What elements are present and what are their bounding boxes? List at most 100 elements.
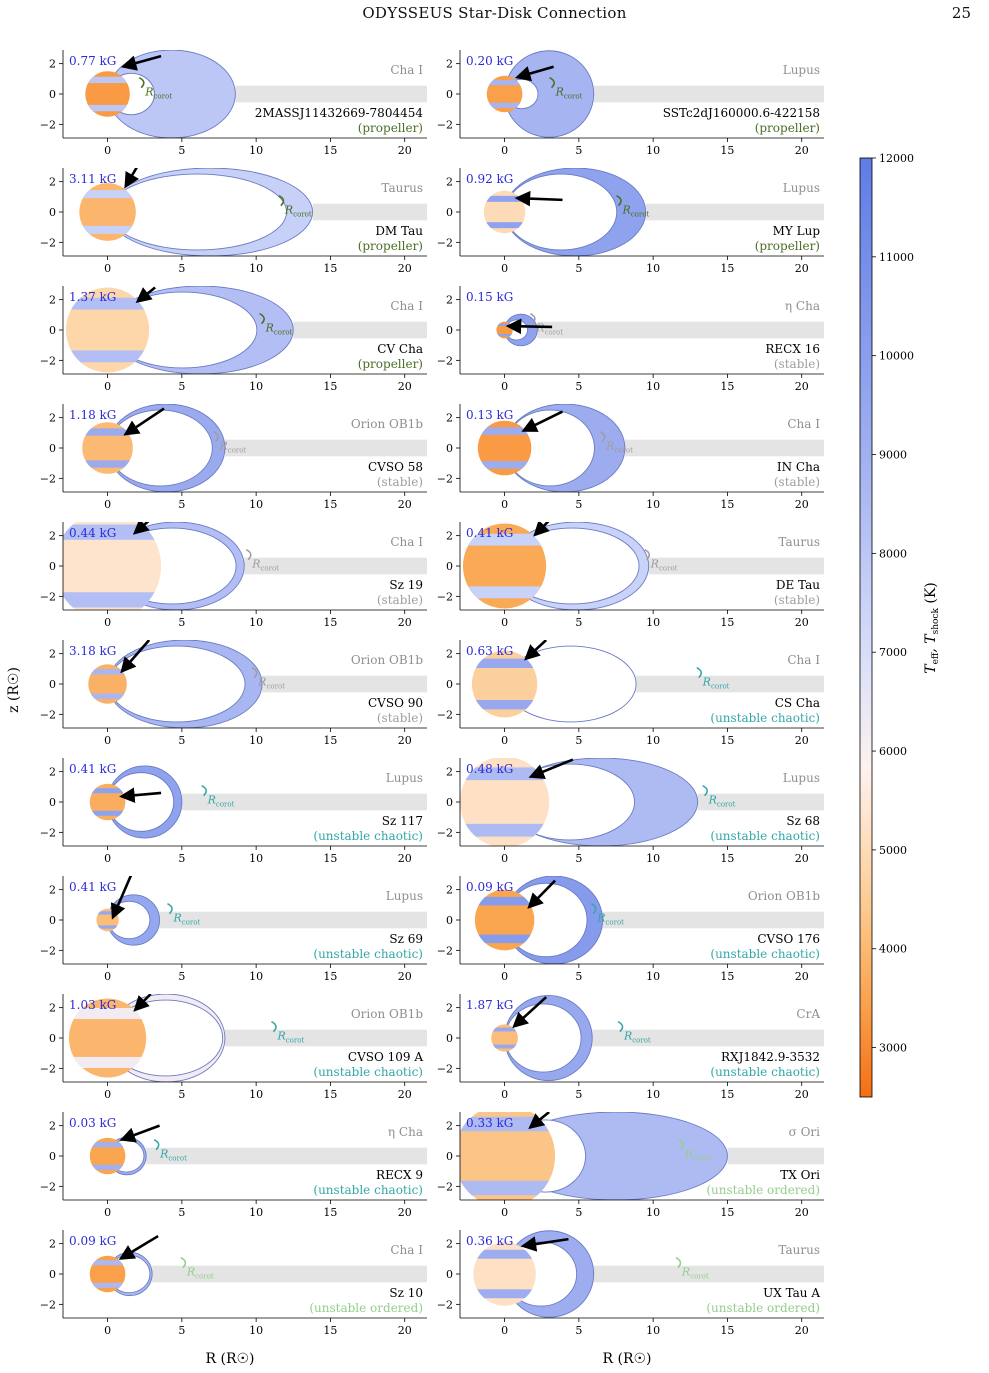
- y-tick-label: 2: [446, 176, 453, 189]
- y-tick-label: −2: [40, 354, 56, 367]
- panel-18: Rcorot 0 5 10 15 20 −2 0 2 0.03 kG η Cha RECX 9(uns…: [40, 1112, 427, 1219]
- y-tick-label: 2: [446, 766, 453, 779]
- rcorot-label: Rcorot: [623, 1030, 651, 1045]
- hot-spot-north: [462, 533, 547, 546]
- panel-plot-area: Rcorot: [474, 876, 824, 964]
- rcorot-label: Rcorot: [681, 1266, 709, 1281]
- region-label: Orion OB1b: [351, 417, 423, 431]
- x-tick-label: 5: [178, 734, 185, 747]
- hot-spot-north: [65, 297, 150, 310]
- y-tick-label: 0: [446, 442, 453, 455]
- x-tick-label: 0: [501, 498, 508, 511]
- x-tick-label: 15: [323, 852, 337, 865]
- hot-spot-north: [496, 323, 513, 326]
- region-label: CrA: [796, 1007, 820, 1021]
- star-name-label: UX Tau A: [763, 1286, 820, 1300]
- regime-label: (propeller): [358, 121, 423, 135]
- hot-spot-north: [473, 1249, 536, 1259]
- colorbar-tick-label: 4000: [879, 943, 907, 956]
- x-tick-label: 0: [104, 1206, 111, 1219]
- x-tick-label: 0: [104, 616, 111, 629]
- x-tick-label: 20: [398, 616, 412, 629]
- x-tick-label: 0: [501, 734, 508, 747]
- y-tick-label: 0: [446, 560, 453, 573]
- dipole-arrow: [533, 522, 550, 537]
- hot-spot-south: [63, 592, 162, 608]
- region-label: Cha I: [390, 535, 423, 549]
- x-tick-label: 0: [501, 616, 508, 629]
- hot-spot-south: [89, 1282, 126, 1288]
- x-tick-label: 5: [575, 734, 582, 747]
- x-tick-label: 20: [398, 1088, 412, 1101]
- colorbar-tick-label: 9000: [879, 449, 907, 462]
- x-tick-label: 10: [646, 616, 660, 629]
- x-tick-label: 15: [720, 970, 734, 983]
- disk-band: [181, 793, 427, 811]
- rcorot-label: Rcorot: [257, 676, 285, 691]
- hot-spot-south: [89, 1164, 126, 1170]
- x-tick-label: 0: [104, 734, 111, 747]
- hot-spot-north: [85, 76, 130, 84]
- star-name-label: TX Ori: [780, 1168, 820, 1182]
- region-label: Cha I: [390, 299, 423, 313]
- y-tick-label: −2: [437, 1180, 453, 1193]
- panel-6: Rcorot 0 5 10 15 20 −2 0 2 1.18 kG Orion OB1b CVSO …: [40, 404, 427, 511]
- x-tick-label: 0: [501, 1206, 508, 1219]
- x-tick-label: 20: [795, 970, 809, 983]
- star: [79, 183, 136, 241]
- x-tick-label: 10: [646, 1324, 660, 1337]
- hot-spot-south: [460, 1180, 556, 1196]
- accretion-spots: [483, 195, 526, 229]
- star: [85, 71, 130, 117]
- region-label: Lupus: [783, 771, 820, 785]
- rcorot-label: Rcorot: [702, 676, 730, 691]
- x-tick-label: 5: [575, 970, 582, 983]
- x-tick-label: 20: [398, 852, 412, 865]
- x-tick-label: 0: [104, 498, 111, 511]
- y-tick-label: 0: [49, 88, 56, 101]
- rcorot-marker: [702, 784, 708, 797]
- x-tick-label: 5: [575, 1324, 582, 1337]
- hot-spot-south: [477, 461, 532, 469]
- y-tick-label: −2: [40, 944, 56, 957]
- hot-spot-south: [65, 350, 150, 363]
- accretion-spots: [486, 80, 523, 108]
- x-tick-label: 0: [501, 262, 508, 275]
- accretion-spots: [460, 767, 550, 837]
- hot-spot-north: [82, 428, 133, 436]
- x-tick-label: 10: [249, 1088, 263, 1101]
- panel-15: Rcorot 0 5 10 15 20 −2 0 2 0.09 kG Orion OB1b CVSO …: [437, 876, 824, 983]
- region-label: Lupus: [783, 63, 820, 77]
- colorbar-tick-label: 8000: [879, 547, 907, 560]
- hot-spot-south: [79, 225, 136, 234]
- dipole-arrow: [132, 522, 150, 535]
- accretion-spots: [89, 1260, 126, 1288]
- star-name-label: IN Cha: [777, 460, 820, 474]
- field-strength-label: 0.92 kG: [466, 172, 513, 186]
- field-strength-label: 3.18 kG: [69, 644, 116, 658]
- panel-plot-area: Rcorot: [491, 995, 824, 1081]
- panel-plot-area: Rcorot: [85, 50, 427, 138]
- x-tick-label: 5: [575, 1088, 582, 1101]
- x-axis-label-left: R (R☉): [205, 1351, 254, 1367]
- x-tick-label: 20: [398, 970, 412, 983]
- regime-label: (unstable chaotic): [313, 1183, 423, 1197]
- region-label: Orion OB1b: [351, 653, 423, 667]
- colorbar-tick-label: 11000: [879, 251, 914, 264]
- field-strength-label: 0.09 kG: [466, 880, 513, 894]
- regime-label: (unstable chaotic): [710, 1065, 820, 1079]
- rcorot-label: Rcorot: [684, 1148, 712, 1163]
- field-strength-label: 1.87 kG: [466, 998, 513, 1012]
- x-tick-label: 10: [646, 262, 660, 275]
- dipole-arrow: [119, 1124, 161, 1143]
- hot-spot-north: [474, 896, 535, 906]
- rcorot-marker: [251, 666, 258, 679]
- x-tick-label: 20: [795, 144, 809, 157]
- x-tick-label: 0: [501, 970, 508, 983]
- y-tick-label: −2: [437, 354, 453, 367]
- dipole-arrow: [110, 876, 133, 920]
- field-strength-label: 3.11 kG: [69, 172, 116, 186]
- y-tick-label: 0: [446, 88, 453, 101]
- panel-2: Rcorot 0 5 10 15 20 −2 0 2 3.11 kG Taurus DM Tau(pr…: [40, 168, 427, 275]
- x-tick-label: 5: [178, 1324, 185, 1337]
